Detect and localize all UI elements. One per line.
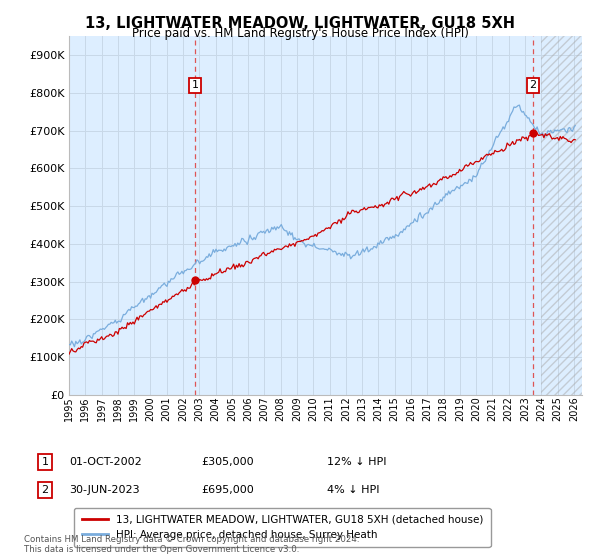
Text: 2: 2: [530, 81, 537, 91]
Text: Contains HM Land Registry data © Crown copyright and database right 2024.
This d: Contains HM Land Registry data © Crown c…: [24, 535, 359, 554]
Text: Price paid vs. HM Land Registry's House Price Index (HPI): Price paid vs. HM Land Registry's House …: [131, 27, 469, 40]
Text: £695,000: £695,000: [201, 485, 254, 495]
Text: 30-JUN-2023: 30-JUN-2023: [69, 485, 140, 495]
Text: 1: 1: [41, 457, 49, 467]
Text: 4% ↓ HPI: 4% ↓ HPI: [327, 485, 380, 495]
Text: 01-OCT-2002: 01-OCT-2002: [69, 457, 142, 467]
Legend: 13, LIGHTWATER MEADOW, LIGHTWATER, GU18 5XH (detached house), HPI: Average price: 13, LIGHTWATER MEADOW, LIGHTWATER, GU18 …: [74, 507, 491, 547]
Text: 13, LIGHTWATER MEADOW, LIGHTWATER, GU18 5XH: 13, LIGHTWATER MEADOW, LIGHTWATER, GU18 …: [85, 16, 515, 31]
Text: 2: 2: [41, 485, 49, 495]
Text: 1: 1: [192, 81, 199, 91]
Bar: [541, 36, 582, 395]
Text: £305,000: £305,000: [201, 457, 254, 467]
Text: 12% ↓ HPI: 12% ↓ HPI: [327, 457, 386, 467]
